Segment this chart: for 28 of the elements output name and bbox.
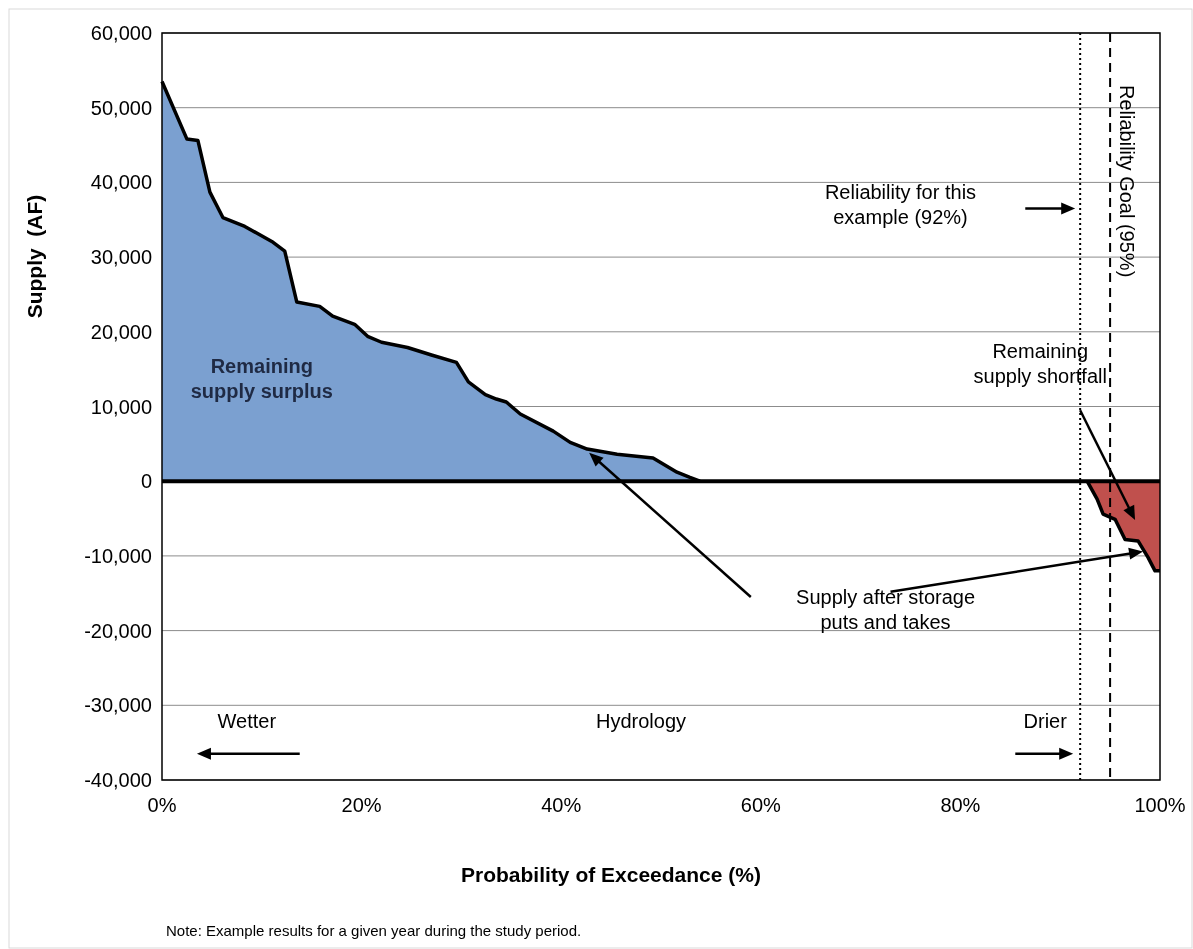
y-tick-label: 40,000 [90, 171, 152, 194]
y-tick-label: -10,000 [84, 544, 152, 567]
annotation: Reliability for this example (92%) [824, 180, 977, 228]
ref-line-label: Reliability Goal (95%) [1116, 85, 1139, 278]
x-tick-label: 60% [740, 794, 782, 816]
y-tick-label: -30,000 [84, 694, 152, 717]
y-tick-label: 0 [140, 470, 152, 493]
y-tick-label: -20,000 [84, 619, 152, 642]
annotation: Supply after storage puts and takes [796, 586, 976, 634]
y-tick-label: 60,000 [90, 22, 152, 44]
y-tick-label: 20,000 [90, 320, 152, 343]
y-axis-title: Supply (AF) [23, 194, 46, 319]
annotation: Drier [1023, 709, 1068, 732]
annotation: Remaining supply shortfall [973, 339, 1107, 387]
x-tick-label: 80% [940, 794, 981, 816]
annotation: Remaining supply surplus [190, 354, 333, 402]
y-tick-label: 30,000 [90, 246, 152, 269]
x-tick-label: 100% [1134, 794, 1186, 816]
x-tick-label: 20% [341, 794, 382, 816]
x-axis-title: Probability of Exceedance (%) [461, 863, 761, 886]
x-tick-label: 40% [541, 794, 582, 816]
y-tick-label: 10,000 [90, 395, 152, 418]
annotation: Hydrology [596, 709, 687, 732]
annotation: Wetter [217, 709, 277, 732]
x-tick-label: 0% [147, 794, 177, 816]
y-tick-label: -40,000 [84, 769, 152, 791]
text: Note: Example results for a given year during the study period. [166, 922, 582, 939]
y-tick-label: 50,000 [90, 96, 152, 119]
